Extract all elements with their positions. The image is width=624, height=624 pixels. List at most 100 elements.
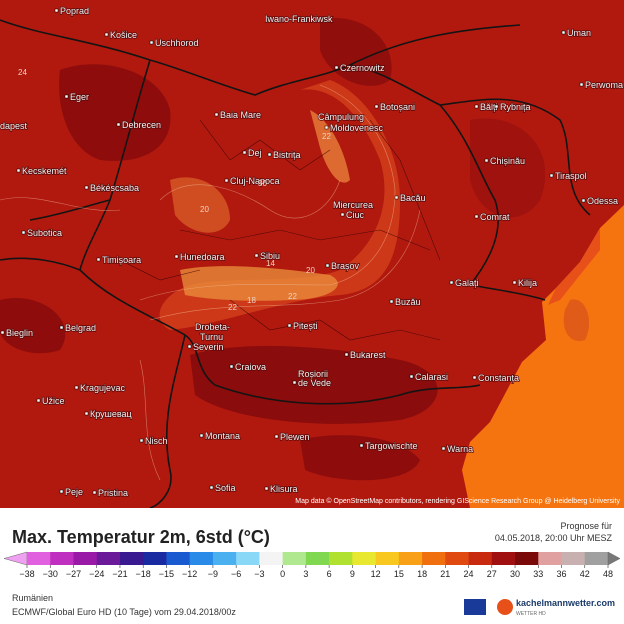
legend-swatch: [445, 552, 469, 565]
logo-text: kachelmannwetter.com: [516, 598, 615, 608]
legend-label: −27: [66, 569, 81, 579]
legend-swatch: [282, 552, 307, 565]
city-label: Turnu: [200, 332, 223, 342]
black-sea: [462, 205, 624, 508]
city-label: Békéscsaba: [90, 183, 139, 193]
city-marker: [64, 94, 69, 99]
legend-label: 3: [303, 569, 308, 579]
city-marker: [287, 323, 292, 328]
city-label: Czernowitz: [340, 63, 385, 73]
contour-label: 22: [288, 292, 297, 301]
city-label: Brașov: [331, 261, 360, 271]
city-label: Rybnița: [500, 102, 531, 112]
legend-label: 27: [487, 569, 497, 579]
sea-patch: [563, 299, 590, 341]
city-marker: [54, 8, 59, 13]
legend-swatch: [119, 552, 144, 565]
city-label: Severin: [193, 342, 224, 352]
legend-label: −24: [89, 569, 104, 579]
city-marker: [292, 380, 297, 385]
legend-swatch: [166, 552, 190, 565]
city-label: Roșiorii: [298, 369, 328, 379]
city-label: Klisura: [270, 484, 298, 494]
city-marker: [334, 65, 339, 70]
city-label: Uschhorod: [155, 38, 199, 48]
city-label: Užice: [42, 396, 65, 406]
legend-swatch: [73, 552, 98, 565]
coast-band: [548, 228, 600, 305]
prognose-label: Prognose für: [560, 521, 612, 531]
city-marker: [209, 485, 214, 490]
city-label: Calarasi: [415, 372, 448, 382]
city-label: Eger: [70, 92, 89, 102]
city-label: Kragujevac: [80, 383, 126, 393]
city-marker: [149, 40, 154, 45]
city-label: Uman: [567, 28, 591, 38]
city-label: Sofia: [215, 483, 236, 493]
city-label: Pitești: [293, 321, 318, 331]
city-label: Craiova: [235, 362, 266, 372]
legend-label: 9: [350, 569, 355, 579]
city-label: Comrat: [480, 212, 510, 222]
legend-swatch: [491, 552, 516, 565]
city-marker: [267, 152, 272, 157]
city-label: Kecskemét: [22, 166, 67, 176]
city-label: Baia Mare: [220, 110, 261, 120]
city-label: Plewen: [280, 432, 310, 442]
city-marker: [441, 446, 446, 451]
model-run: ECMWF/Global Euro HD (10 Tage) vom 29.04…: [12, 607, 236, 617]
warm-area: [59, 64, 171, 161]
legend-label: −6: [231, 569, 241, 579]
attribution: Map data © OpenStreetMap contributors, r…: [295, 497, 620, 505]
city-marker: [84, 411, 89, 416]
legend-arrow: [607, 551, 621, 566]
city-label: Bukarest: [350, 350, 386, 360]
contour-labels: 24 30 20 22 18 22 20 14 22: [18, 68, 331, 312]
legend-label: −38: [19, 569, 34, 579]
city-marker: [374, 104, 379, 109]
city-label: Nisch: [145, 436, 168, 446]
legend-swatch: [305, 552, 330, 565]
legend-label: 24: [464, 569, 474, 579]
city-marker: [104, 32, 109, 37]
city-label: dapest: [0, 121, 28, 131]
contour-label: 20: [200, 205, 209, 214]
legend-swatch: [515, 552, 539, 565]
city-label: Poprad: [60, 6, 89, 16]
legend-label: 12: [371, 569, 381, 579]
contour-label: 22: [228, 303, 237, 312]
city-label: Bălți: [480, 102, 498, 112]
warm-area: [300, 435, 420, 481]
city-marker: [214, 112, 219, 117]
logo-icon: [497, 599, 513, 615]
city-label: Miercurea: [333, 200, 373, 210]
mountain-band: [310, 110, 350, 183]
legend-swatch: [561, 552, 586, 565]
city-marker: [139, 438, 144, 443]
city-label: Buzău: [395, 297, 421, 307]
legend-swatch: [236, 552, 260, 565]
title: Max. Temperatur 2m, 6std (°C): [12, 527, 270, 547]
city-marker: [116, 122, 121, 127]
map: [0, 0, 624, 509]
city-marker: [579, 82, 584, 87]
legend-label: 21: [440, 569, 450, 579]
legend-swatch: [398, 552, 423, 565]
city-marker: [59, 325, 64, 330]
city-marker: [84, 185, 89, 190]
city-label: Kilija: [518, 278, 537, 288]
city-label: Drobeta-: [195, 322, 230, 332]
legend-swatch: [259, 552, 283, 565]
city-marker: [389, 299, 394, 304]
city-marker: [340, 212, 345, 217]
city-marker: [472, 375, 477, 380]
mountain-band: [170, 177, 230, 233]
city-marker: [484, 158, 489, 163]
prognose-time: 04.05.2018, 20:00 Uhr MESZ: [495, 533, 613, 543]
legend-swatch: [538, 552, 562, 565]
city-label: Крушевац: [90, 409, 132, 419]
logo-sub: WETTER HD: [516, 611, 546, 617]
legend-label: −21: [112, 569, 127, 579]
legend-swatch: [352, 552, 376, 565]
